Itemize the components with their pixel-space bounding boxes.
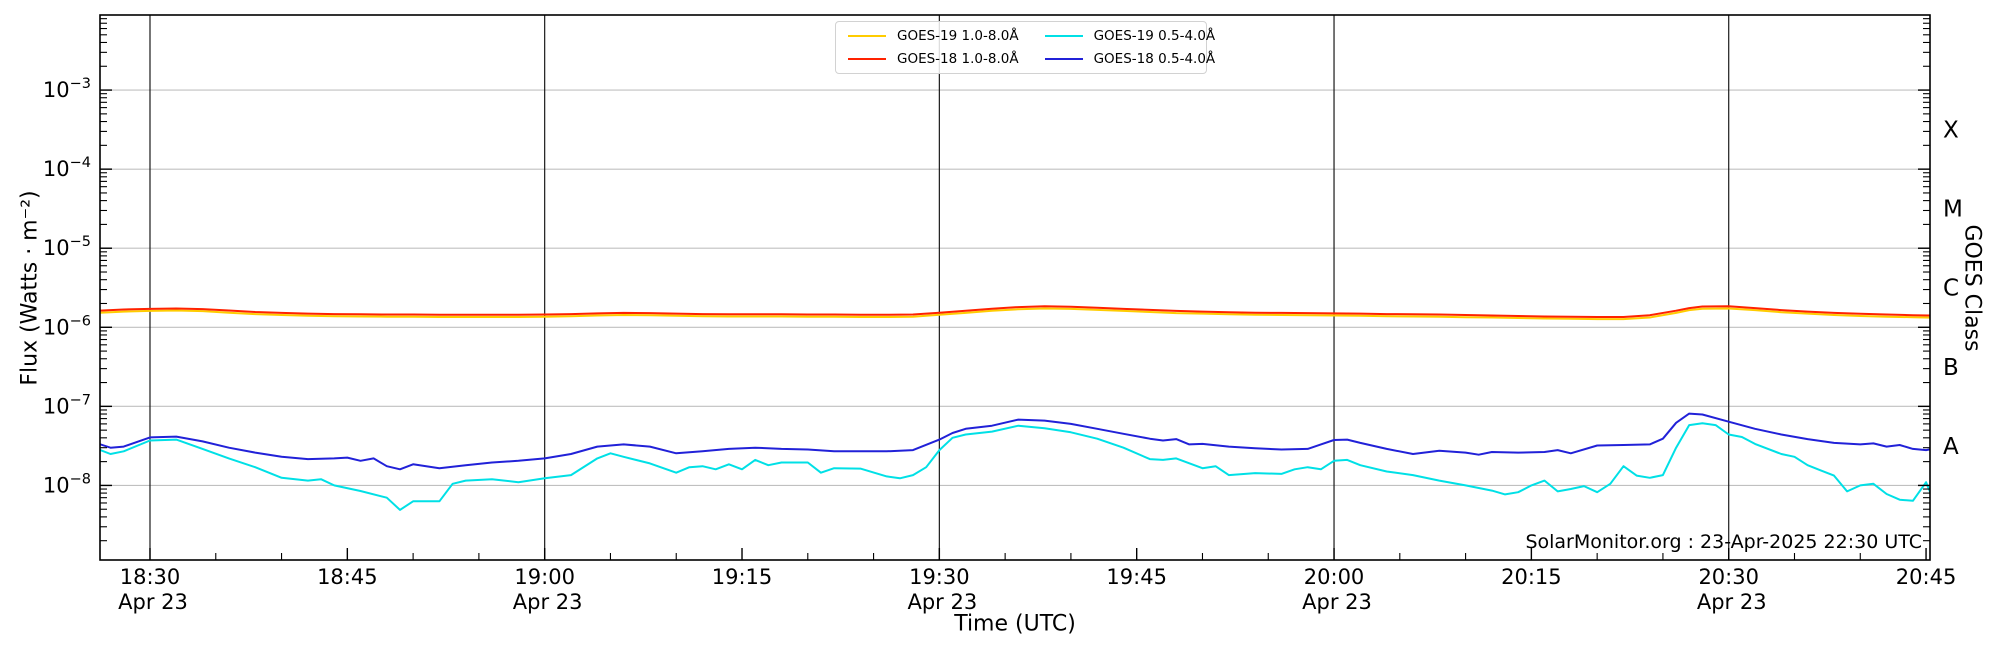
goes-class-letter: X [1943,118,1959,144]
x-tick-label: 18:45 [317,565,378,589]
y-tick-label: 10−4 [43,155,91,181]
x-tick-label: 20:45 [1896,565,1957,589]
y-tick-label: 10−7 [43,392,91,418]
x-tick-label: 20:15 [1501,565,1562,589]
x-tick-label: 20:00 [1304,565,1365,589]
legend-label: GOES-19 0.5-4.0Å [1093,28,1216,45]
legend-line-swatch [1044,35,1083,38]
x-tick-label: 18:30 [120,565,181,589]
y-tick-label: 10−3 [43,76,91,102]
series-group [100,305,1930,511]
right-y-axis-title: GOES Class [1959,224,1985,352]
x-day-label: Apr 23 [1302,590,1372,614]
goes-class-letter: A [1943,434,1959,460]
goes-class-letter: M [1943,197,1963,223]
series-goes-18-1.0-8.0- [100,305,1930,318]
series-goes-19-1.0-8.0- [100,307,1930,321]
x-day-label: Apr 23 [907,590,977,614]
legend-item: GOES-18 1.0-8.0Å [848,48,1019,71]
x-axis-title: Time (UTC) [954,611,1076,637]
legend-line-swatch [1044,57,1083,60]
legend-label: GOES-18 1.0-8.0Å [897,50,1019,67]
x-day-label: Apr 23 [1697,590,1767,614]
x-tick-label: 19:15 [712,565,773,589]
y-tick-label: 10−6 [43,313,91,339]
y-tick-label: 10−8 [43,471,91,497]
plot-frame [99,14,1931,561]
x-day-label: Apr 23 [513,590,583,614]
legend-item: GOES-19 1.0-8.0Å [848,25,1019,48]
series-goes-19-0.5-4.0- [100,422,1930,511]
legend-line-swatch [848,57,886,60]
x-tick-label: 20:30 [1698,565,1759,589]
x-day-label: Apr 23 [118,590,188,614]
legend-label: GOES-18 0.5-4.0Å [1093,50,1216,67]
x-tick-label: 19:30 [909,565,970,589]
legend: GOES-19 1.0-8.0Å GOES-18 1.0-8.0Å GOES-1… [835,21,1215,74]
legend-label: GOES-19 1.0-8.0Å [897,28,1019,45]
watermark-text: SolarMonitor.org : 23-Apr-2025 22:30 UTC [1525,531,1922,553]
x-tick-label: 19:45 [1106,565,1167,589]
y-tick-label: 10−5 [43,234,91,260]
legend-line-swatch [848,35,886,38]
x-tick-label: 19:00 [514,565,575,589]
legend-item: GOES-19 0.5-4.0Å [1044,25,1216,48]
series-goes-18-0.5-4.0- [100,412,1930,471]
goes-class-letter: B [1943,355,1959,381]
y-axis-title: Flux (Watts · m⁻²) [17,190,43,386]
goes-class-letter: C [1943,276,1959,302]
legend-item: GOES-18 0.5-4.0Å [1044,48,1216,71]
